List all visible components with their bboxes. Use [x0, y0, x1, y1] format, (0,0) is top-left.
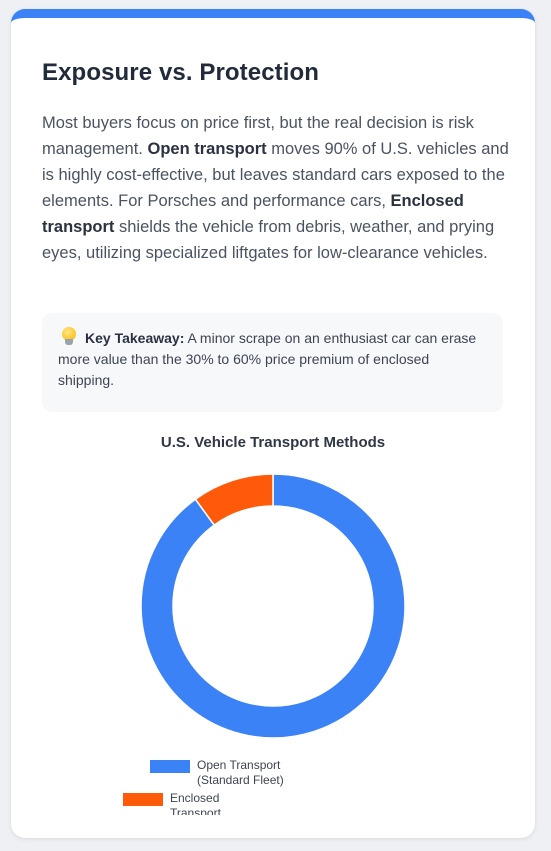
- legend-label-line2: Transport: [170, 806, 221, 815]
- donut-chart: [140, 473, 406, 739]
- body-text-3: shields the vehicle from debris, weather…: [42, 218, 495, 262]
- lightbulb-icon: [62, 327, 76, 346]
- legend-label-enclosed[interactable]: Enclosed Transport: [170, 791, 221, 815]
- takeaway-label: Key Takeaway:: [85, 330, 185, 346]
- section-title: Exposure vs. Protection: [42, 59, 320, 86]
- legend-label-line2: (Standard Fleet): [197, 773, 284, 787]
- legend-label-open[interactable]: Open Transport (Standard Fleet): [197, 758, 284, 788]
- body-paragraph: Most buyers focus on price first, but th…: [42, 110, 512, 266]
- legend-swatch-enclosed[interactable]: [123, 793, 163, 806]
- enclosed-transport-emphasis: Enclosed transport: [42, 192, 464, 236]
- key-takeaway-callout: Key Takeaway: A minor scrape on an enthu…: [42, 313, 503, 412]
- content-card: Exposure vs. Protection Most buyers focu…: [11, 9, 535, 838]
- legend-label-line1: Open Transport: [197, 758, 281, 772]
- legend-label-line1: Enclosed: [170, 791, 220, 805]
- body-text-2: moves 90% of U.S. vehicles and is highly…: [42, 140, 509, 210]
- chart-legend: Open Transport (Standard Fleet) Enclosed Tr…: [11, 18, 535, 815]
- takeaway-text: A minor scrape on an enthusiast car can …: [58, 330, 477, 388]
- legend-swatch-open[interactable]: [150, 760, 190, 773]
- donut-slice-enclosed-transport[interactable]: [194, 473, 274, 527]
- body-text-1: Most buyers focus on price first, but th…: [42, 114, 474, 158]
- donut-slice-open-transport[interactable]: [140, 473, 406, 739]
- chart-title: U.S. Vehicle Transport Methods: [160, 434, 386, 451]
- open-transport-emphasis: Open transport: [147, 140, 267, 158]
